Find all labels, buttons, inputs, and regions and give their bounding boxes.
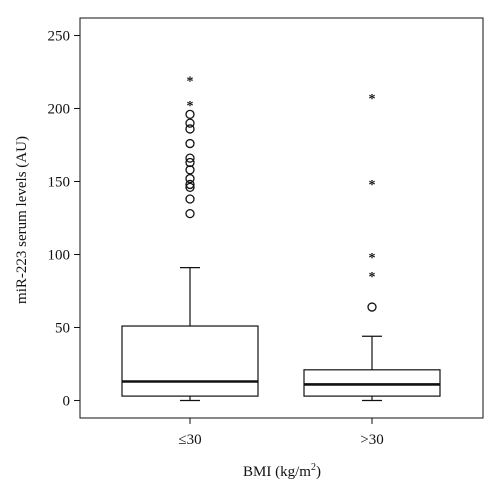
x-axis-title: BMI (kg/m2) (243, 462, 321, 480)
y-axis-title: miR-223 serum levels (AU) (14, 136, 30, 304)
outlier-point (185, 208, 195, 219)
box-group: ** (121, 74, 259, 402)
extreme-point: * (187, 99, 194, 114)
x-axis-title-sup: 2 (311, 462, 316, 473)
x-axis: ≤30 >30 (178, 418, 384, 448)
y-tick-label: 250 (48, 29, 71, 45)
outlier-point (185, 182, 195, 192)
box-series: ****** (121, 74, 441, 402)
outlier-point (185, 118, 195, 128)
outlier-point (185, 165, 195, 175)
outlier-point (185, 157, 195, 168)
extreme-point: * (369, 92, 376, 107)
outlier-point (185, 194, 195, 204)
x-tick-label: ≤30 (178, 432, 201, 448)
extreme-point: * (369, 251, 376, 266)
outlier-point (185, 138, 195, 149)
y-tick-label: 0 (63, 393, 71, 409)
iqr-box (121, 325, 259, 397)
extreme-point: * (187, 74, 194, 89)
outlier-point (185, 109, 195, 120)
y-axis: 0 50 100 150 200 250 (48, 29, 80, 409)
x-axis-title-main: BMI (kg/m (243, 464, 311, 480)
outlier-point (185, 179, 195, 190)
y-tick-label: 150 (48, 175, 71, 191)
outlier-point (185, 153, 195, 163)
outlier-point (185, 124, 195, 134)
y-tick-label: 100 (48, 247, 71, 263)
extreme-point: * (369, 178, 376, 193)
extreme-point: * (369, 270, 376, 285)
iqr-box (303, 369, 441, 397)
outlier-point (367, 302, 377, 312)
plot-area-frame (79, 17, 484, 419)
y-tick-label: 50 (55, 320, 70, 336)
outlier-point (185, 173, 195, 184)
x-axis-title-close: ) (316, 464, 321, 480)
box-group: * * * * (303, 92, 441, 402)
y-tick-label: 200 (48, 102, 71, 118)
x-tick-label: >30 (360, 432, 383, 448)
